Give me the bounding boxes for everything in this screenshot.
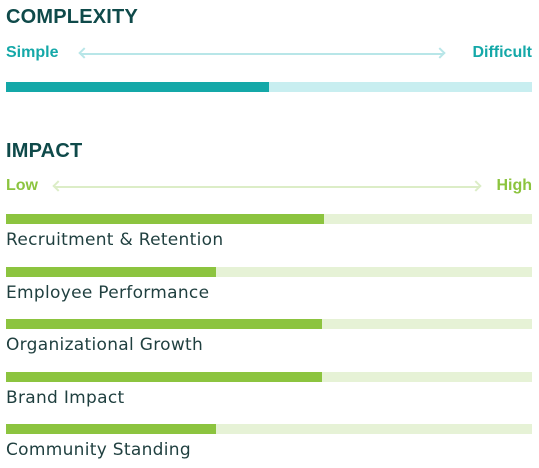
- impact-bar-fill: [6, 424, 217, 434]
- impact-bar-fill: [6, 214, 325, 224]
- impact-label-community: Community Standing: [6, 440, 191, 460]
- double-arrow-icon: [80, 53, 444, 55]
- impact-bar-fill: [6, 267, 217, 277]
- complexity-low-label: Simple: [6, 44, 59, 61]
- impact-bar-fill: [6, 372, 322, 382]
- double-arrow-icon: [54, 186, 480, 188]
- impact-bar-community: [6, 424, 532, 434]
- impact-heading: IMPACT: [6, 140, 83, 162]
- impact-bar-fill: [6, 319, 322, 329]
- impact-bar-performance: [6, 267, 532, 277]
- complexity-bar: [6, 82, 532, 92]
- impact-low-label: Low: [6, 177, 38, 194]
- complexity-bar-fill: [6, 82, 269, 92]
- complexity-heading: COMPLEXITY: [6, 6, 139, 28]
- impact-label-growth: Organizational Growth: [6, 335, 204, 355]
- impact-label-performance: Employee Performance: [6, 283, 210, 303]
- impact-bar-recruitment: [6, 214, 532, 224]
- impact-bar-growth: [6, 319, 532, 329]
- complexity-high-label: Difficult: [472, 44, 532, 61]
- impact-label-recruitment: Recruitment & Retention: [6, 230, 224, 250]
- complexity-scale: Simple Difficult: [6, 44, 532, 64]
- impact-label-brand: Brand Impact: [6, 388, 125, 408]
- impact-bar-brand: [6, 372, 532, 382]
- impact-scale: Low High: [6, 177, 532, 197]
- impact-high-label: High: [496, 177, 532, 194]
